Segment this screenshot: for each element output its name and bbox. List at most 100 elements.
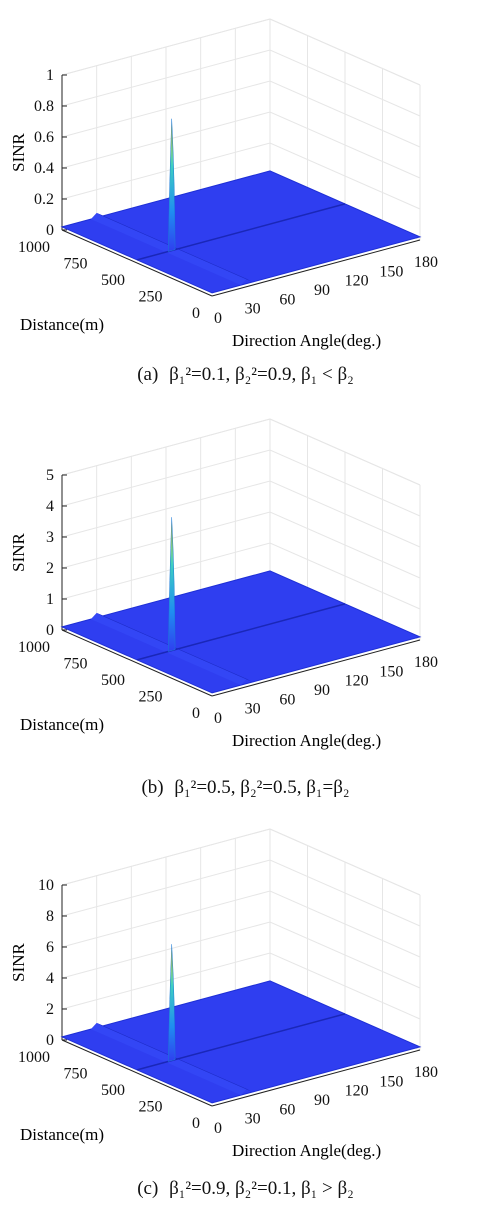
y-tick-label: 0	[192, 1115, 200, 1132]
x-tick-label: 30	[245, 701, 261, 718]
surface-plot-c: 0246810025050075010000306090120150180SIN…	[9, 828, 438, 1160]
y-axis-line	[61, 229, 213, 297]
x-tick-label: 120	[345, 1083, 369, 1100]
x-tick-label: 150	[379, 1073, 403, 1090]
y-tick-label: 1000	[18, 239, 50, 256]
x-tick-label: 0	[214, 310, 222, 327]
surface-peak	[167, 944, 176, 1062]
grid-line-z	[61, 418, 421, 486]
z-tick-label: 0.2	[34, 191, 54, 208]
x-tick-label: 90	[314, 682, 330, 699]
z-tick-label: 0	[46, 222, 54, 239]
z-tick-label: 6	[46, 939, 54, 956]
x-tick-label: 0	[214, 1120, 222, 1137]
z-tick-label: 4	[46, 498, 54, 515]
z-tick-label: 3	[46, 529, 54, 546]
grid-line-z	[61, 49, 421, 117]
x-tick-label: 150	[379, 263, 403, 280]
x-tick-label: 180	[414, 1064, 438, 1081]
x-tick-label: 60	[279, 1101, 295, 1118]
y-tick-label: 750	[64, 1066, 88, 1083]
y-tick-label: 250	[139, 1099, 163, 1116]
y-axis-title: Distance(m)	[20, 315, 104, 334]
z-tick-label: 0.4	[34, 160, 54, 177]
surface-plot-a: 00.20.40.60.8102505007501000030609012015…	[9, 18, 438, 350]
chart-panel-a: 0 0.2 0.4 0.6 0.8 1 0 250 500 750 1000 0 30 60 90 120 15…	[0, 0, 491, 400]
x-tick-label: 30	[245, 301, 261, 318]
caption-label-b: (b)	[141, 777, 164, 798]
x-tick-label: 180	[414, 254, 438, 271]
chart-panel-c: 0 2 4 6 8 10 0 250 500 750 1000 0 30 60 90 120 150 180 SIN…	[0, 810, 491, 1217]
grid-line-z	[61, 480, 421, 548]
y-tick-label: 250	[139, 689, 163, 706]
z-axis-title: SINR	[9, 942, 28, 981]
grid-line-z	[61, 511, 421, 579]
tick-labels: 00.20.40.60.8102505007501000030609012015…	[18, 67, 438, 327]
z-tick-label: 0.6	[34, 129, 54, 146]
caption-formula-b: β₁²=0.5, β₂²=0.5, β₁=β₂	[174, 777, 350, 798]
grid-line-z	[61, 859, 421, 927]
y-tick-label: 500	[101, 1082, 125, 1099]
x-axis-title: Direction Angle(deg.)	[232, 331, 381, 350]
z-tick-label: 0.8	[34, 98, 54, 115]
surface	[60, 118, 422, 294]
y-axis-line	[61, 1039, 213, 1107]
surface-peak	[167, 517, 176, 652]
y-tick-label: 750	[64, 256, 88, 273]
caption-formula-c: β₁²=0.9, β₂²=0.1, β₁ > β₂	[169, 1178, 354, 1199]
y-axis-line	[61, 629, 213, 697]
caption-c: (c) β₁²=0.9, β₂²=0.1, β₁ > β₂	[0, 1178, 491, 1200]
x-tick-label: 180	[414, 654, 438, 671]
z-tick-label: 0	[46, 622, 54, 639]
surface	[60, 517, 422, 694]
axes	[61, 475, 421, 697]
y-tick-label: 0	[192, 305, 200, 322]
z-tick-label: 1	[46, 591, 54, 608]
z-tick-label: 4	[46, 970, 54, 987]
grid-walls	[61, 418, 421, 641]
caption-label-a: (a)	[137, 364, 159, 385]
z-tick-label: 2	[46, 560, 54, 577]
z-axis-title: SINR	[9, 532, 28, 571]
z-tick-label: 2	[46, 1001, 54, 1018]
x-axis-line	[211, 239, 421, 297]
grid-line-z	[61, 18, 421, 86]
x-axis-title: Direction Angle(deg.)	[232, 1141, 381, 1160]
y-tick-label: 250	[139, 289, 163, 306]
y-tick-label: 500	[101, 272, 125, 289]
x-axis-title: Direction Angle(deg.)	[232, 731, 381, 750]
axes	[61, 75, 421, 297]
z-tick-label: 10	[38, 877, 54, 894]
caption-a: (a) β₁²=0.1, β₂²=0.9, β₁ < β₂	[0, 364, 491, 386]
x-tick-label: 30	[245, 1111, 261, 1128]
surface-plot-b: 012345025050075010000306090120150180SINR…	[9, 418, 438, 750]
z-axis-title: SINR	[9, 132, 28, 171]
x-axis-line	[211, 1049, 421, 1107]
x-tick-label: 150	[379, 663, 403, 680]
z-tick-label: 8	[46, 908, 54, 925]
grid-line-z	[61, 80, 421, 148]
y-tick-label: 500	[101, 672, 125, 689]
x-tick-label: 90	[314, 1092, 330, 1109]
y-tick-label: 750	[64, 656, 88, 673]
grid-line-z	[61, 111, 421, 179]
y-tick-label: 1000	[18, 639, 50, 656]
x-tick-label: 60	[279, 291, 295, 308]
x-tick-label: 0	[214, 710, 222, 727]
axes	[61, 885, 421, 1107]
z-tick-label: 1	[46, 67, 54, 84]
grid-line-z	[61, 890, 421, 958]
caption-label-c: (c)	[137, 1178, 159, 1199]
grid-line-z	[61, 449, 421, 517]
y-tick-label: 0	[192, 705, 200, 722]
x-tick-label: 120	[345, 673, 369, 690]
caption-b: (b) β₁²=0.5, β₂²=0.5, β₁=β₂	[0, 777, 491, 799]
surface	[60, 944, 422, 1104]
x-axis-line	[211, 639, 421, 697]
y-axis-title: Distance(m)	[20, 715, 104, 734]
surface-peak	[167, 118, 176, 252]
y-tick-label: 1000	[18, 1049, 50, 1066]
grid-line-z	[61, 921, 421, 989]
y-axis-title: Distance(m)	[20, 1125, 104, 1144]
